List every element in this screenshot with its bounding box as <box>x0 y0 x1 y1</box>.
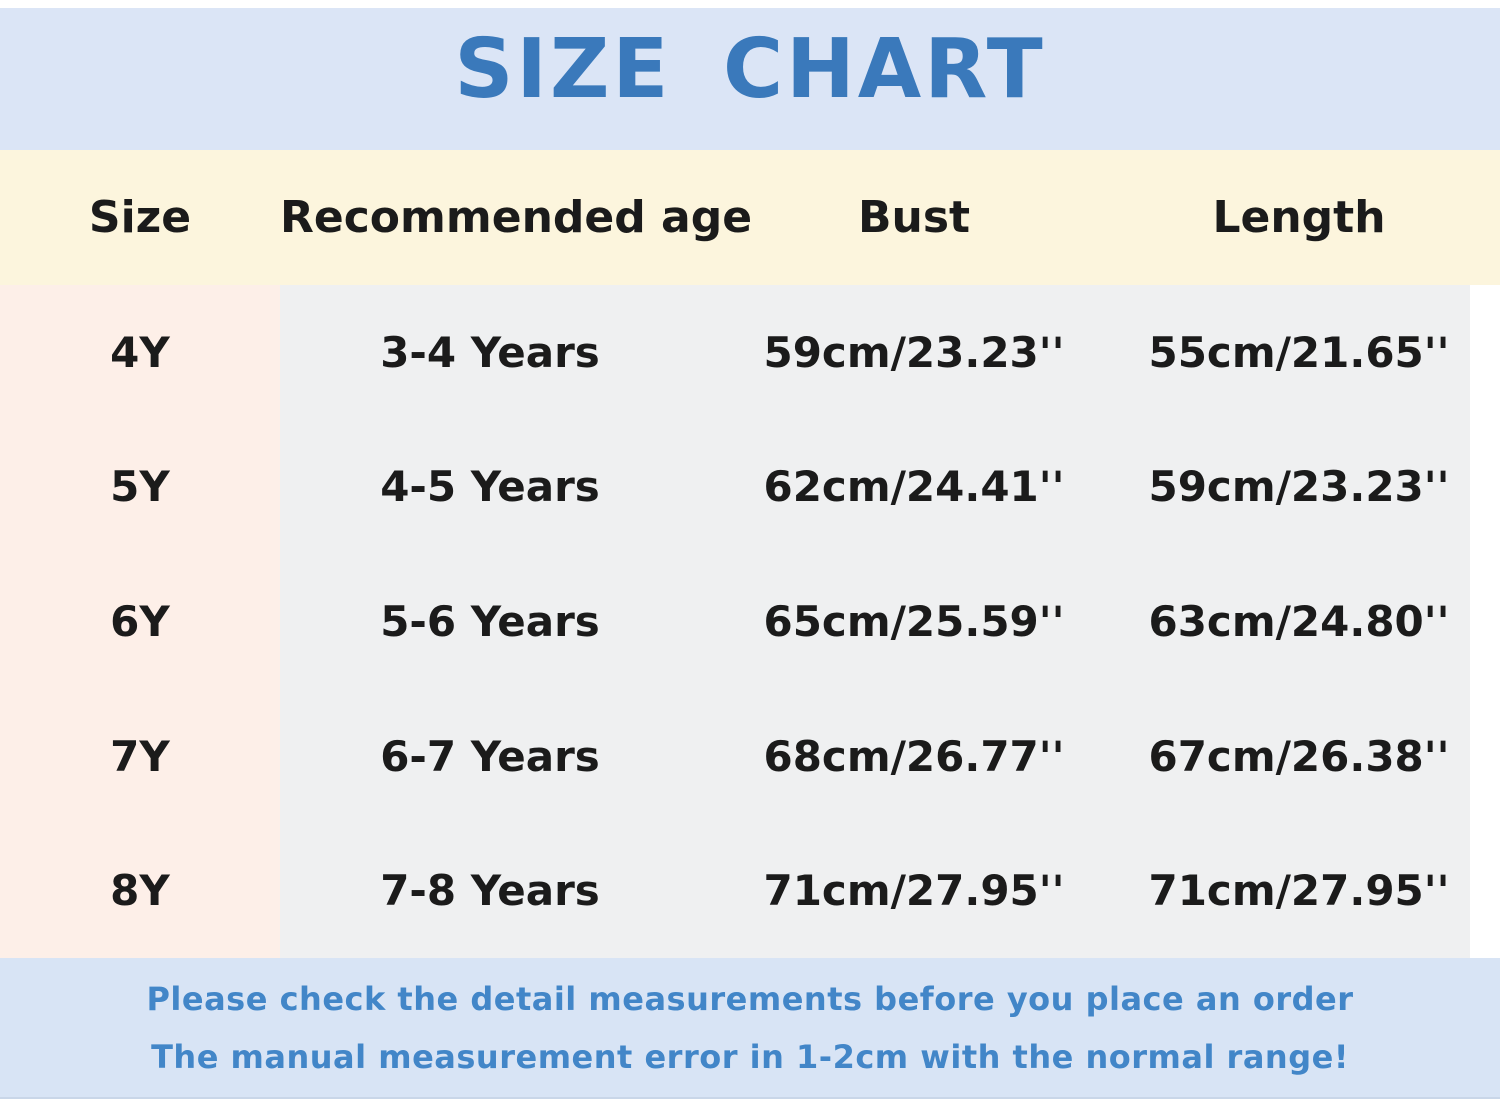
cell-bust: 68cm/26.77'' <box>763 731 1065 781</box>
table-row: 6Y 5-6 Years 65cm/25.59'' 63cm/24.80'' <box>0 554 1500 689</box>
column-header-length: Length <box>1212 192 1386 243</box>
cell-bust: 71cm/27.95'' <box>763 866 1065 916</box>
cell-age: 4-5 Years <box>380 462 600 512</box>
table-body: 4Y 3-4 Years 59cm/23.23'' 55cm/21.65'' 5… <box>0 285 1500 958</box>
footer-note-line2: The manual measurement error in 1-2cm wi… <box>151 1037 1349 1076</box>
cell-length: 55cm/21.65'' <box>1148 327 1450 377</box>
cell-bust: 65cm/25.59'' <box>763 596 1065 646</box>
column-header-age: Recommended age <box>280 192 753 243</box>
cell-size: 7Y <box>110 731 170 781</box>
column-header-row: Size Recommended age Bust Length <box>0 150 1500 285</box>
footer-note-line1: Please check the detail measurements bef… <box>146 979 1354 1018</box>
cell-age: 5-6 Years <box>380 596 600 646</box>
cell-age: 6-7 Years <box>380 731 600 781</box>
title-band: SIZE CHART <box>0 8 1500 150</box>
page-title: SIZE CHART <box>454 21 1046 117</box>
table-row: 8Y 7-8 Years 71cm/27.95'' 71cm/27.95'' <box>0 823 1500 958</box>
cell-size: 8Y <box>110 866 170 916</box>
column-header-bust: Bust <box>857 192 971 243</box>
footer-note-band: Please check the detail measurements bef… <box>0 958 1500 1099</box>
cell-length: 59cm/23.23'' <box>1148 462 1450 512</box>
table-row: 5Y 4-5 Years 62cm/24.41'' 59cm/23.23'' <box>0 420 1500 555</box>
cell-size: 6Y <box>110 596 170 646</box>
cell-bust: 62cm/24.41'' <box>763 462 1065 512</box>
cell-size: 4Y <box>110 327 170 377</box>
cell-age: 3-4 Years <box>380 327 600 377</box>
cell-length: 71cm/27.95'' <box>1148 866 1450 916</box>
cell-size: 5Y <box>110 462 170 512</box>
cell-age: 7-8 Years <box>380 866 600 916</box>
table-row: 4Y 3-4 Years 59cm/23.23'' 55cm/21.65'' <box>0 285 1500 420</box>
cell-bust: 59cm/23.23'' <box>763 327 1065 377</box>
cell-length: 67cm/26.38'' <box>1148 731 1450 781</box>
cell-length: 63cm/24.80'' <box>1148 596 1450 646</box>
table-row: 7Y 6-7 Years 68cm/26.77'' 67cm/26.38'' <box>0 689 1500 824</box>
column-header-size: Size <box>88 192 192 243</box>
